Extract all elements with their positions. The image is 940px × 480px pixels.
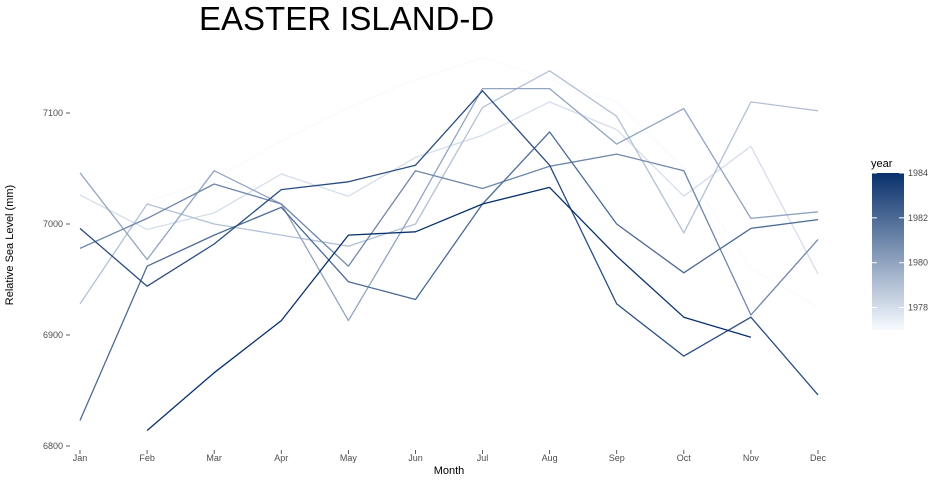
series-line-1983 — [79, 90, 819, 396]
x-tick-label: Apr — [274, 453, 288, 463]
y-tick-label: 7100 — [43, 108, 63, 118]
x-tick-label: Nov — [743, 453, 760, 463]
legend: year 1978 1980 1982 1984 — [871, 158, 928, 330]
series-line-1980 — [79, 87, 819, 322]
x-tick-label: Oct — [677, 453, 692, 463]
legend-colorbar — [872, 173, 904, 330]
x-tick-label: Dec — [810, 453, 827, 463]
series-line-1979 — [79, 70, 819, 305]
x-tick-label: Feb — [139, 453, 155, 463]
y-tick-label: 6800 — [43, 441, 63, 451]
legend-tick-label: 1978 — [908, 303, 928, 313]
series-line-1981 — [79, 153, 819, 316]
legend-tick-label: 1980 — [908, 258, 928, 268]
chart-title: EASTER ISLAND-D — [199, 0, 495, 37]
legend-title: year — [871, 158, 893, 170]
legend-tick-label: 1984 — [908, 168, 928, 178]
legend-tick-label: 1982 — [908, 213, 928, 223]
series-line-1977 — [146, 56, 819, 308]
series-line-1984 — [146, 186, 752, 431]
series-line-1982 — [79, 131, 819, 421]
series-line-1978 — [79, 101, 819, 275]
x-tick-label: Aug — [542, 453, 558, 463]
x-tick-label: Jan — [73, 453, 88, 463]
x-axis-title: Month — [434, 465, 465, 477]
x-tick-label: Jul — [477, 453, 489, 463]
x-tick-label: Jun — [408, 453, 423, 463]
x-tick-label: May — [340, 453, 358, 463]
x-tick-label: Sep — [609, 453, 625, 463]
x-tick-label: Mar — [206, 453, 222, 463]
axes-layer: 6800 6900 7000 7100 Jan Feb Mar Apr May Jun Jul Aug… — [4, 108, 826, 477]
y-tick-label: 6900 — [43, 330, 63, 340]
y-axis-title: Relative Sea Level (mm) — [4, 185, 16, 305]
series-layer — [79, 56, 819, 431]
y-tick-label: 7000 — [43, 219, 63, 229]
